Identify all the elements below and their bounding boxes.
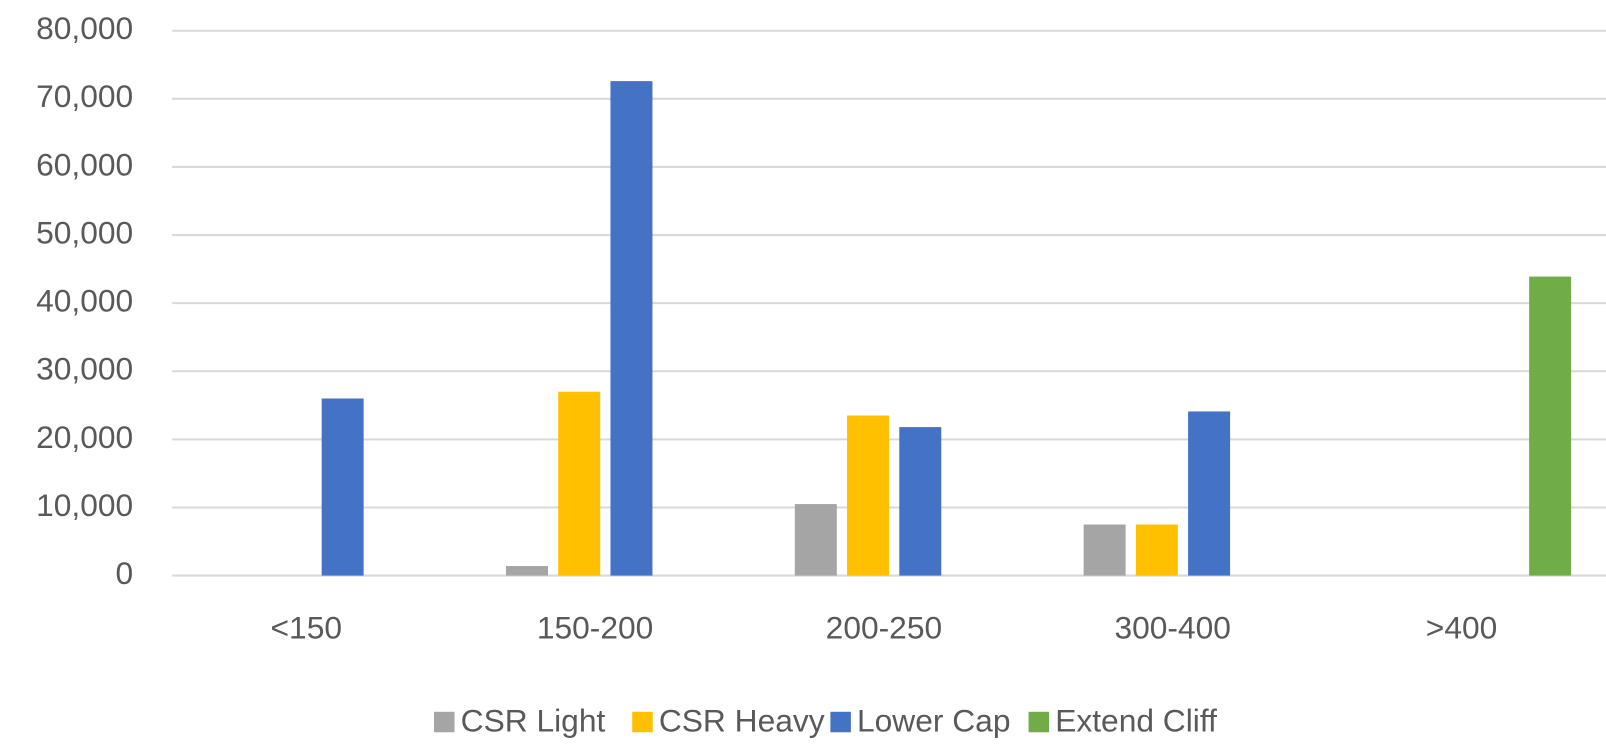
legend-label: Lower Cap [857,702,1010,738]
bar [610,81,653,576]
bar [1135,524,1178,576]
legend-swatch [830,711,851,733]
y-tick-label: 80,000 [36,10,133,46]
bar [899,427,942,576]
y-tick-label: 60,000 [36,146,133,182]
legend-label: CSR Light [461,702,606,738]
legend-label: CSR Heavy [659,702,825,738]
y-tick-label: 10,000 [36,487,133,523]
bar [847,415,890,576]
bar [1529,276,1572,576]
legend-label: Extend Cliff [1055,702,1217,738]
bar [505,566,548,576]
x-tick-label: 300-400 [1114,609,1230,645]
x-tick-label: 200-250 [826,609,942,645]
y-tick-label: 30,000 [36,351,133,387]
bar [1188,411,1231,576]
bar [794,504,837,576]
y-tick-label: 70,000 [36,78,133,114]
legend-swatch [632,711,653,733]
bar [321,398,364,576]
x-tick-label: <150 [271,609,342,645]
legend-swatch [1028,711,1050,733]
x-tick-label: >400 [1426,609,1497,645]
y-tick-label: 0 [116,555,134,591]
bar [1083,524,1126,576]
x-tick-label: 150-200 [537,609,653,645]
bar [558,391,601,576]
y-tick-label: 20,000 [36,419,133,455]
y-tick-label: 40,000 [36,283,133,319]
y-tick-label: 50,000 [36,214,133,250]
legend-swatch [434,711,455,733]
